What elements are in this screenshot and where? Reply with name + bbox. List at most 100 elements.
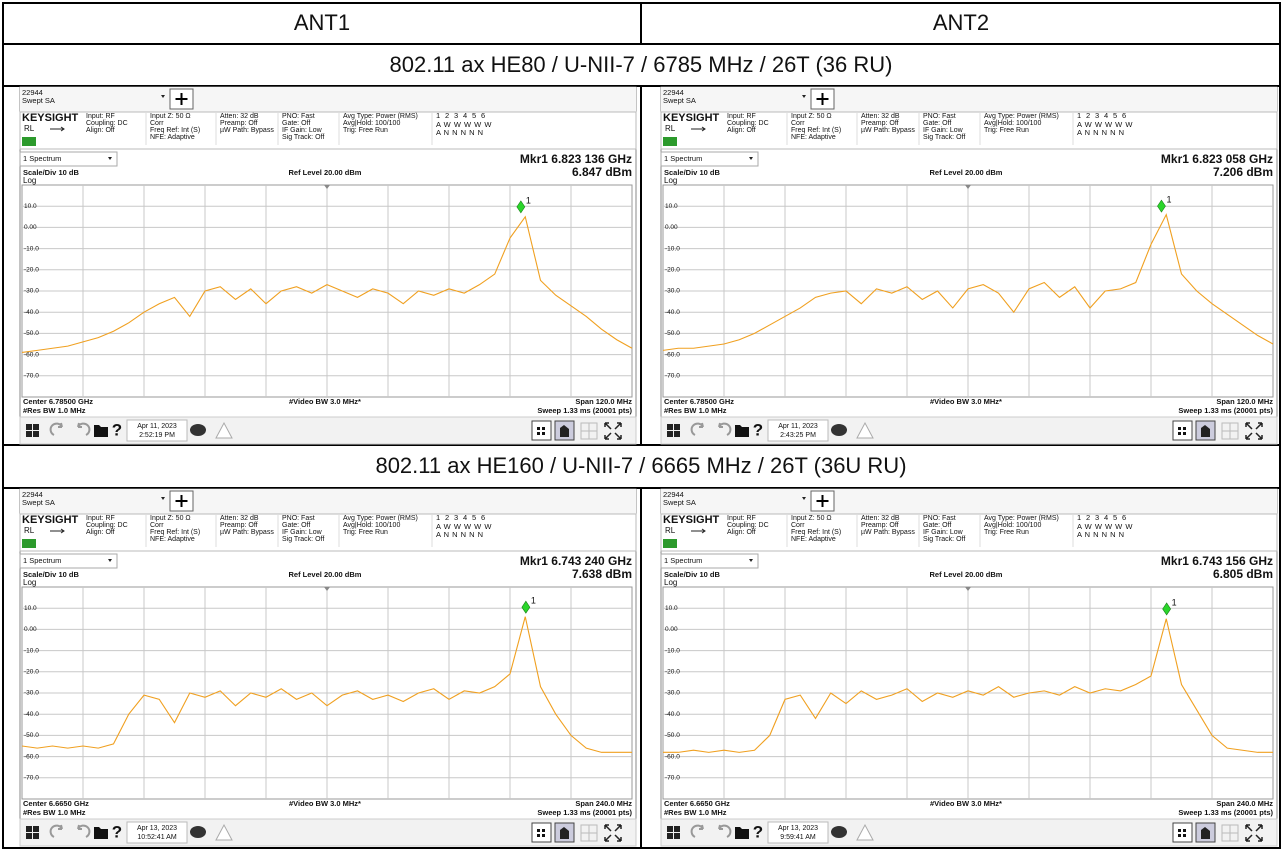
setting: Avg|Hold: 100/100 <box>984 522 1041 529</box>
marker-value: 6.805 dBm <box>1213 567 1273 581</box>
setting: Freq Ref: Int (S) <box>150 127 200 134</box>
trace-row: A W W W W W <box>436 120 492 129</box>
trace-number: 2 <box>1086 513 1090 522</box>
marker-number: 1 <box>1172 597 1177 607</box>
setting: Input Z: 50 Ω <box>791 113 832 120</box>
split-icon <box>1221 422 1239 440</box>
rl-label: RL <box>665 124 676 133</box>
trace-number: 5 <box>1113 513 1117 522</box>
rl-label: RL <box>665 526 676 535</box>
top-bar <box>661 489 1277 514</box>
redo-icon <box>77 824 91 838</box>
column-header: ANT1 <box>294 10 350 35</box>
trace-number: 4 <box>463 513 467 522</box>
windows-icon <box>33 424 39 430</box>
brand: KEYSIGHT <box>663 112 720 124</box>
setting: Gate: Off <box>923 120 951 127</box>
plus-icon <box>175 495 188 507</box>
setting: NFE: Adaptive <box>150 134 195 141</box>
setting: Trig: Free Run <box>984 127 1029 134</box>
marker <box>1162 602 1172 616</box>
column-header: ANT2 <box>933 10 989 35</box>
instrument: 22944 <box>22 88 43 97</box>
trace-number: 1 <box>436 513 440 522</box>
setting: Avg Type: Power (RMS) <box>984 515 1059 522</box>
setting: Corr <box>150 120 164 127</box>
ref-level: Ref Level 20.00 dBm <box>930 168 1003 177</box>
windows-icon <box>26 431 32 437</box>
y-tick-label: 10.0 <box>665 605 678 612</box>
marker <box>521 600 531 614</box>
y-tick-label: -40.0 <box>665 711 680 718</box>
chat-icon <box>831 424 847 436</box>
setting: Coupling: DC <box>727 522 769 529</box>
hand-icon <box>1201 425 1210 437</box>
y-tick-label: 0.00 <box>24 224 37 231</box>
help-icon[interactable]: ? <box>112 420 122 439</box>
y-tick-label: -20.0 <box>665 267 680 274</box>
section-title: 802.11 ax HE160 / U-NII-7 / 6665 MHz / 2… <box>375 453 906 478</box>
setting: Preamp: Off <box>861 120 899 127</box>
setting: Input: RF <box>86 113 115 120</box>
y-tick-label: -70.0 <box>24 775 39 782</box>
hand-icon <box>1201 827 1210 839</box>
fullscreen-icon <box>604 422 622 440</box>
marker <box>1157 199 1166 213</box>
windows-icon <box>674 826 680 832</box>
window-name: 1 Spectrum <box>664 154 702 163</box>
setting: IF Gain: Low <box>923 127 964 134</box>
span: Span 240.0 MHz <box>575 799 632 808</box>
window-name: 1 Spectrum <box>664 556 702 565</box>
trace-number: 3 <box>454 513 458 522</box>
trace-row: A W W W W W <box>1077 522 1133 531</box>
setting: Atten: 32 dB <box>861 113 900 120</box>
y-tick-label: -10.0 <box>665 647 680 654</box>
setting: IF Gain: Low <box>282 529 323 536</box>
sweep: Sweep 1.33 ms (20001 pts) <box>537 406 632 415</box>
dropdown-arrow <box>749 559 753 562</box>
trace-row: A N N N N N <box>1077 128 1124 137</box>
info-bar <box>660 111 1278 150</box>
setting: Trig: Free Run <box>343 529 388 536</box>
folder-icon <box>94 425 108 437</box>
setting: NFE: Adaptive <box>791 536 836 543</box>
setting: Coupling: DC <box>86 522 128 529</box>
windows-icon <box>667 431 673 437</box>
date: Apr 13, 2023 <box>137 825 177 832</box>
setting: Align: Off <box>86 127 115 134</box>
window-name: 1 Spectrum <box>23 154 61 163</box>
instrument: 22944 <box>663 88 684 97</box>
video-bw: #Video BW 3.0 MHz* <box>930 799 1002 808</box>
setting: µW Path: Bypass <box>220 529 274 536</box>
setting: Atten: 32 dB <box>220 113 259 120</box>
log-label: Log <box>23 176 36 185</box>
trace-number: 4 <box>1104 111 1108 120</box>
y-tick-label: -10.0 <box>24 647 39 654</box>
help-icon[interactable]: ? <box>112 822 122 841</box>
trace-number: 3 <box>1095 513 1099 522</box>
fullscreen-icon <box>1245 824 1263 842</box>
help-icon[interactable]: ? <box>753 822 763 841</box>
plus-icon <box>816 93 829 105</box>
windows-icon <box>33 826 39 832</box>
dropdown-arrow <box>802 497 806 500</box>
setting: Trig: Free Run <box>984 529 1029 536</box>
setting: Input Z: 50 Ω <box>791 515 832 522</box>
y-tick-label: -30.0 <box>665 690 680 697</box>
trace-number: 3 <box>454 111 458 120</box>
center-freq: Center 6.78500 GHz <box>664 397 734 406</box>
y-tick-label: -60.0 <box>665 753 680 760</box>
date: Apr 11, 2023 <box>137 423 177 430</box>
grid-icon <box>1178 427 1186 435</box>
y-tick-label: -40.0 <box>24 309 39 316</box>
trace-number: 4 <box>463 111 467 120</box>
marker-number: 1 <box>1166 194 1171 204</box>
help-icon[interactable]: ? <box>753 420 763 439</box>
setting: Avg Type: Power (RMS) <box>343 113 418 120</box>
trace-row: A N N N N N <box>436 530 483 539</box>
scale-div: Scale/Div 10 dB <box>664 570 720 579</box>
instrument: 22944 <box>22 490 43 499</box>
sweep: Sweep 1.33 ms (20001 pts) <box>1178 406 1273 415</box>
info-bar <box>19 111 637 150</box>
